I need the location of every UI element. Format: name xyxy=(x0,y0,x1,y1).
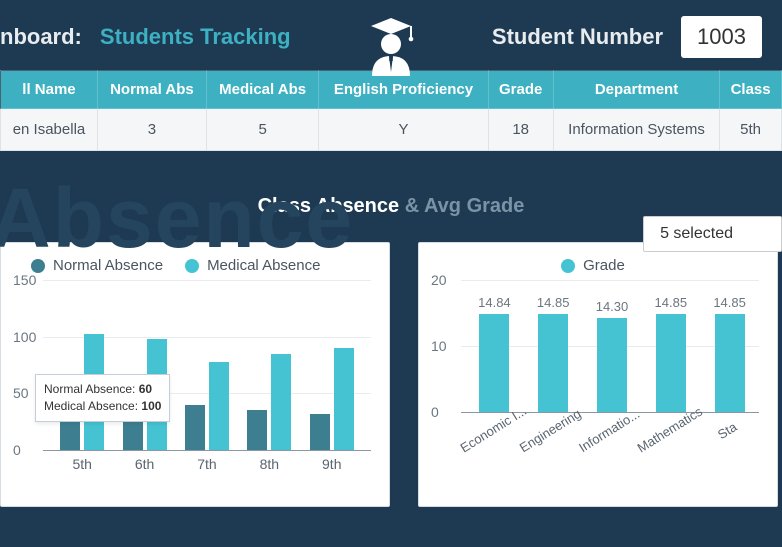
chart-tooltip: Normal Absence: 60 Medical Absence: 100 xyxy=(35,374,170,422)
legend-item: Grade xyxy=(561,257,625,274)
x-tick: Mathematics xyxy=(634,406,701,456)
x-tick: Informatio... xyxy=(576,406,643,456)
filter-dropdown[interactable]: 5 selected xyxy=(643,216,782,252)
dashboard-header: nboard: Students Tracking Student Number… xyxy=(0,0,782,70)
y-tick: 0 xyxy=(431,404,439,420)
table-header: Class xyxy=(720,71,782,109)
x-tick: Economic I... xyxy=(458,406,525,456)
legend-dot-normal xyxy=(31,259,45,273)
student-number-label: Student Number xyxy=(492,24,663,50)
table-cell: 5 xyxy=(206,109,319,151)
legend-dot-grade xyxy=(561,259,575,273)
bar-group[interactable]: 14.30Informatio... xyxy=(596,299,629,412)
section-title-sub: & Avg Grade xyxy=(405,195,525,217)
table-header: Normal Abs xyxy=(97,71,206,109)
bar-group[interactable]: 8th xyxy=(247,354,291,450)
bar-normal[interactable] xyxy=(310,414,330,450)
bar-value: 14.30 xyxy=(596,299,629,314)
bar-value: 14.85 xyxy=(537,295,570,310)
x-tick: 7th xyxy=(197,456,216,472)
y-tick: 100 xyxy=(13,329,36,345)
student-icon xyxy=(356,12,426,87)
table-cell: 3 xyxy=(97,109,206,151)
bar-medical[interactable] xyxy=(334,348,354,450)
class-absence-chart: Normal Absence Medical Absence 0 50 100 150… xyxy=(0,242,390,507)
y-tick: 20 xyxy=(431,272,447,288)
bar-grade[interactable] xyxy=(479,314,509,412)
x-tick: 6th xyxy=(135,456,154,472)
student-number-input[interactable]: 1003 xyxy=(681,16,762,58)
legend-item: Medical Absence xyxy=(185,257,320,274)
dashboard-title: Students Tracking xyxy=(100,24,291,50)
table-header: ll Name xyxy=(1,71,98,109)
x-tick: 9th xyxy=(322,456,341,472)
y-tick: 10 xyxy=(431,338,447,354)
legend-item: Normal Absence xyxy=(31,257,163,274)
bar-grade[interactable] xyxy=(538,314,568,412)
bar-grade[interactable] xyxy=(597,318,627,412)
table-header: Department xyxy=(553,71,719,109)
legend-label: Medical Absence xyxy=(207,257,320,274)
x-tick: 8th xyxy=(260,456,279,472)
bar-group[interactable]: 7th xyxy=(185,362,229,450)
table-cell: Y xyxy=(319,109,488,151)
bar-grade[interactable] xyxy=(715,314,745,412)
table-header: Grade xyxy=(488,71,553,109)
x-tick: 5th xyxy=(72,456,91,472)
y-tick: 50 xyxy=(13,385,29,401)
bar-group[interactable]: 9th xyxy=(310,348,354,450)
y-tick: 0 xyxy=(13,442,21,458)
bar-group[interactable]: 14.85Sta xyxy=(713,295,746,412)
bar-group[interactable]: 14.85Engineering xyxy=(537,295,570,412)
legend-label: Normal Absence xyxy=(53,257,163,274)
table-cell: 18 xyxy=(488,109,553,151)
legend-dot-medical xyxy=(185,259,199,273)
bar-value: 14.85 xyxy=(713,295,746,310)
bar-grade[interactable] xyxy=(656,314,686,412)
bar-group[interactable]: 14.84Economic I... xyxy=(478,295,511,412)
bar-normal[interactable] xyxy=(185,405,205,450)
dashboard-label: nboard: xyxy=(0,24,82,50)
avg-grade-chart: Grade 01020 14.84Economic I...14.85Engin… xyxy=(418,242,778,507)
bar-value: 14.85 xyxy=(655,295,688,310)
table-cell: en Isabella xyxy=(1,109,98,151)
bar-medical[interactable] xyxy=(209,362,229,450)
legend-label: Grade xyxy=(583,257,625,274)
bar-group[interactable]: 14.85Mathematics xyxy=(655,295,688,412)
section-title-main: Class Absence xyxy=(258,195,400,217)
bar-value: 14.84 xyxy=(478,295,511,310)
bar-normal[interactable] xyxy=(247,410,267,450)
y-tick: 150 xyxy=(13,272,36,288)
table-header: Medical Abs xyxy=(206,71,319,109)
section-title: Class Absence & Avg Grade xyxy=(0,195,782,218)
table-cell: Information Systems xyxy=(553,109,719,151)
table-cell: 5th xyxy=(720,109,782,151)
bar-medical[interactable] xyxy=(271,354,291,450)
